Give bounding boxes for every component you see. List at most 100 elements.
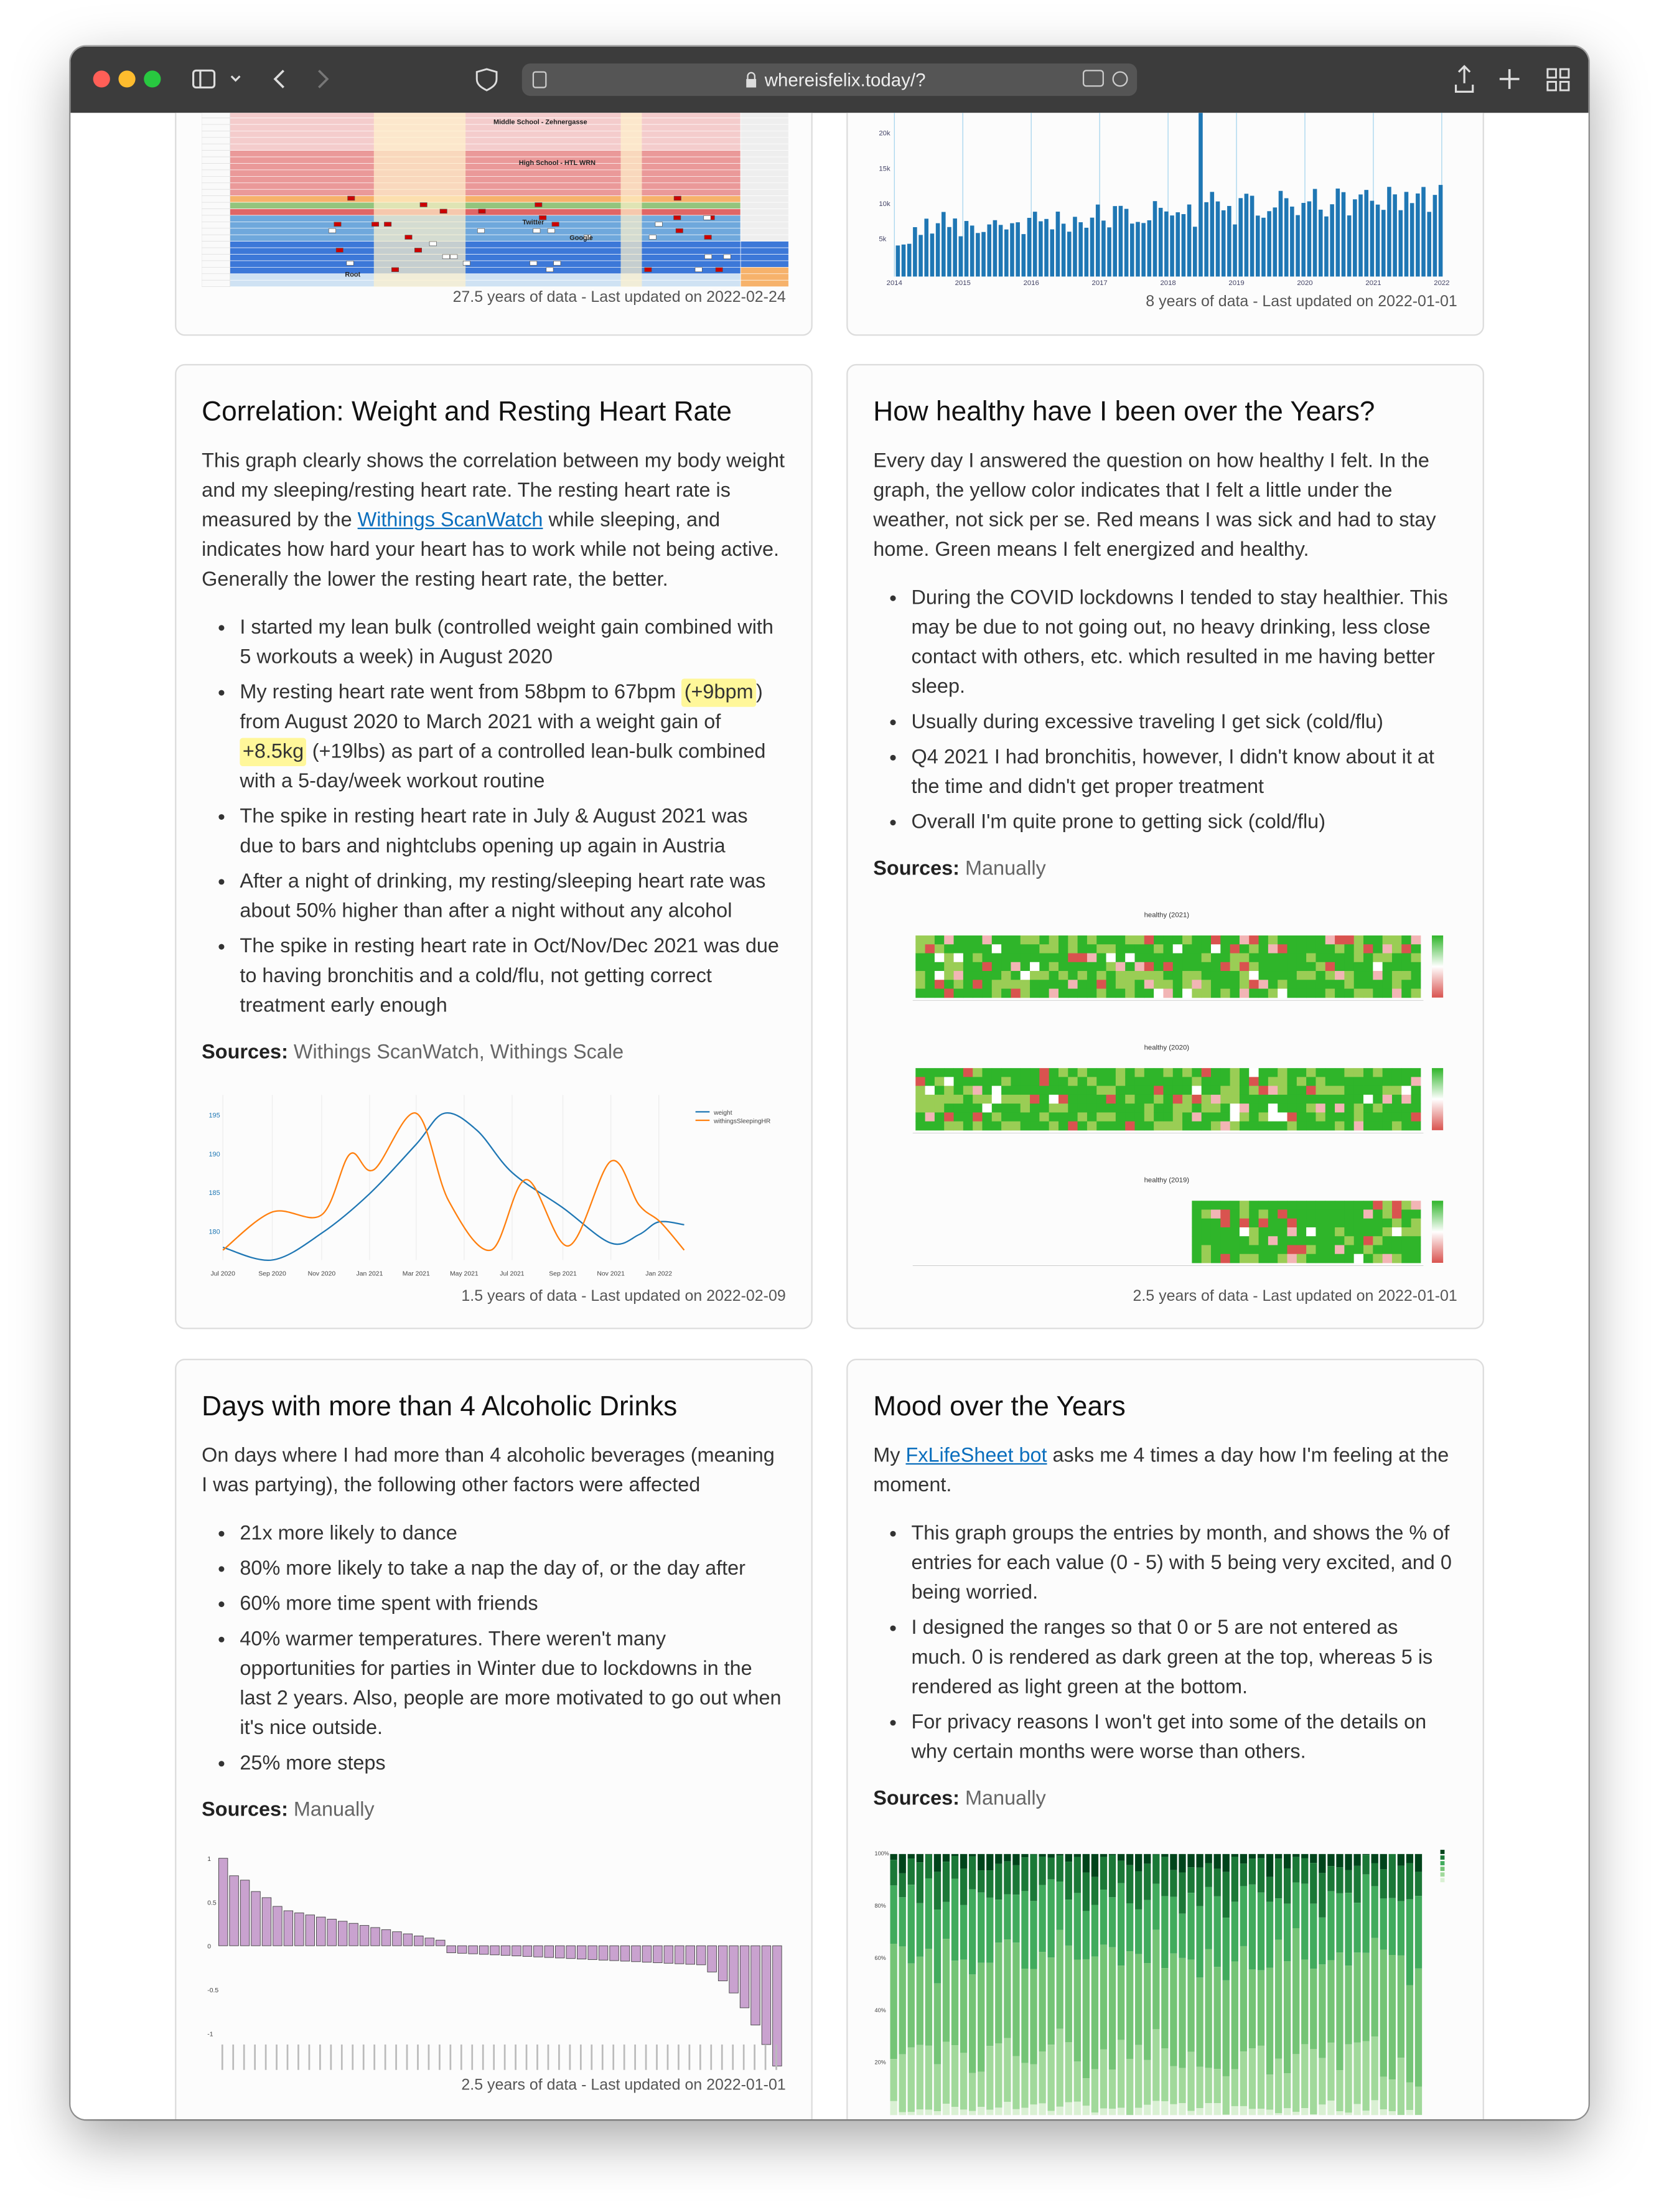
bar-segment — [1327, 1960, 1335, 2043]
heatmap-cell — [1192, 988, 1202, 998]
heatmap-cell — [1373, 971, 1383, 980]
heatmap-cell — [1249, 1121, 1259, 1131]
heatmap-cell — [1220, 1112, 1231, 1122]
heatmap-cell — [1373, 1104, 1383, 1113]
heatmap-cell — [934, 971, 945, 980]
address-bar[interactable] — [521, 63, 1138, 96]
bar-segment — [1170, 1853, 1177, 1870]
bar-segment — [1292, 2054, 1300, 2112]
privacy-icon[interactable] — [475, 68, 498, 91]
heatmap-cell — [1353, 1254, 1364, 1263]
bar-segment — [1100, 1857, 1108, 1890]
heatmap-cell — [1258, 1068, 1269, 1077]
heatmap-cell — [1172, 1112, 1183, 1122]
heatmap-cell — [915, 980, 926, 989]
bar — [750, 1945, 760, 2026]
heatmap-cell — [1344, 1094, 1355, 1104]
heatmap-cell — [1287, 1254, 1297, 1263]
bar — [522, 1945, 533, 1957]
heatmap-cell — [1239, 1245, 1250, 1255]
card-intro: My FxLifeSheet bot asks me 4 times a day… — [873, 1442, 1457, 1501]
bar-segment — [1091, 2112, 1099, 2116]
heatmap-cell — [944, 988, 954, 998]
bar-segment — [925, 2045, 933, 2110]
translate-icon[interactable] — [1082, 70, 1104, 87]
heatmap-cell — [1278, 1094, 1287, 1104]
bar — [468, 1945, 478, 1954]
new-tab-button[interactable] — [1499, 69, 1520, 89]
heatmap-cell — [1058, 988, 1068, 998]
heatmap-cell — [1192, 1068, 1202, 1077]
reader-icon[interactable] — [532, 71, 547, 88]
heatmap-cell — [1401, 1209, 1412, 1219]
bar-segment — [1030, 1969, 1037, 2064]
heatmap-cell — [1325, 1201, 1335, 1210]
heatmap-cell — [1287, 980, 1297, 989]
close-button[interactable] — [93, 70, 110, 88]
zoom-button[interactable] — [144, 70, 161, 88]
share-button[interactable] — [1454, 65, 1474, 93]
heatmap-cell — [1391, 1094, 1402, 1104]
heatmap-cell — [1087, 935, 1097, 945]
heatmap-cell — [1068, 1121, 1078, 1131]
link[interactable]: Withings ScanWatch — [357, 509, 543, 532]
heatmap-cell — [1172, 980, 1183, 989]
back-button[interactable] — [273, 70, 284, 88]
bar — [1227, 205, 1231, 277]
bar-segment — [951, 2045, 959, 2107]
heatmap-cell — [925, 1077, 935, 1087]
heatmap-cell — [1115, 980, 1126, 989]
heatmap-cell — [1287, 971, 1297, 980]
tabs-button[interactable] — [1546, 68, 1570, 91]
heatmap-cell — [1220, 980, 1231, 989]
bar-segment — [1240, 1853, 1248, 1864]
heatmap-cell — [1296, 1245, 1307, 1255]
heatmap-cell — [1325, 1104, 1335, 1113]
heatmap-cell — [1230, 1245, 1240, 1255]
bar-segment — [1327, 2100, 1335, 2116]
heatmap-cell — [1382, 1201, 1393, 1210]
heatmap-cell — [1382, 1104, 1393, 1113]
heatmap-cell — [934, 1121, 945, 1131]
bar-segment — [942, 2104, 950, 2116]
x-tick-label-mark — [732, 2044, 734, 2070]
colorbar — [1432, 935, 1444, 998]
x-tick-label-mark — [634, 2044, 636, 2070]
heatmap-cell — [1353, 1227, 1364, 1237]
heatmap-cell — [1401, 988, 1412, 998]
sidebar-button[interactable] — [192, 69, 241, 89]
heatmap-cell — [1230, 1112, 1240, 1122]
heatmap-cell — [1287, 1227, 1297, 1237]
bar-segment — [1021, 1853, 1029, 1858]
heatmap-cell — [1411, 1068, 1421, 1077]
bar — [1421, 187, 1426, 277]
heatmap-cell — [1363, 953, 1373, 963]
heatmap-cell — [1125, 1085, 1135, 1095]
location-cell — [740, 254, 789, 261]
bar-segment — [899, 1873, 906, 1898]
heatmap-cell — [1278, 944, 1287, 954]
heatmap-cell — [1125, 1112, 1135, 1122]
forward-button[interactable] — [318, 70, 329, 88]
minimize-button[interactable] — [118, 70, 136, 88]
heatmap-cell — [1335, 1121, 1345, 1131]
heatmap-cell — [1249, 1218, 1259, 1228]
reload-button[interactable] — [1112, 71, 1128, 87]
link[interactable]: FxLifeSheet bot — [905, 1445, 1047, 1468]
text: My resting heart rate went from 58bpm to… — [240, 681, 682, 705]
bar-segment — [1248, 1858, 1256, 1885]
heatmap-cell — [1115, 953, 1126, 963]
heatmap-cell — [1268, 1068, 1278, 1077]
heatmap-cell — [1011, 962, 1021, 972]
heatmap-cell — [1230, 1236, 1240, 1245]
heatmap-cell — [953, 953, 964, 963]
bullet: After a night of drinking, my resting/sl… — [240, 868, 785, 927]
heatmap-cell — [934, 962, 945, 972]
heatmap-cell — [1039, 953, 1050, 963]
heatmap-cell — [1316, 1236, 1326, 1245]
sources-label: Sources: — [873, 1788, 960, 1811]
heatmap-cell — [1335, 988, 1345, 998]
location-cell — [740, 279, 789, 287]
heatmap-cell — [1115, 1104, 1126, 1113]
heatmap-cell — [1163, 962, 1174, 972]
